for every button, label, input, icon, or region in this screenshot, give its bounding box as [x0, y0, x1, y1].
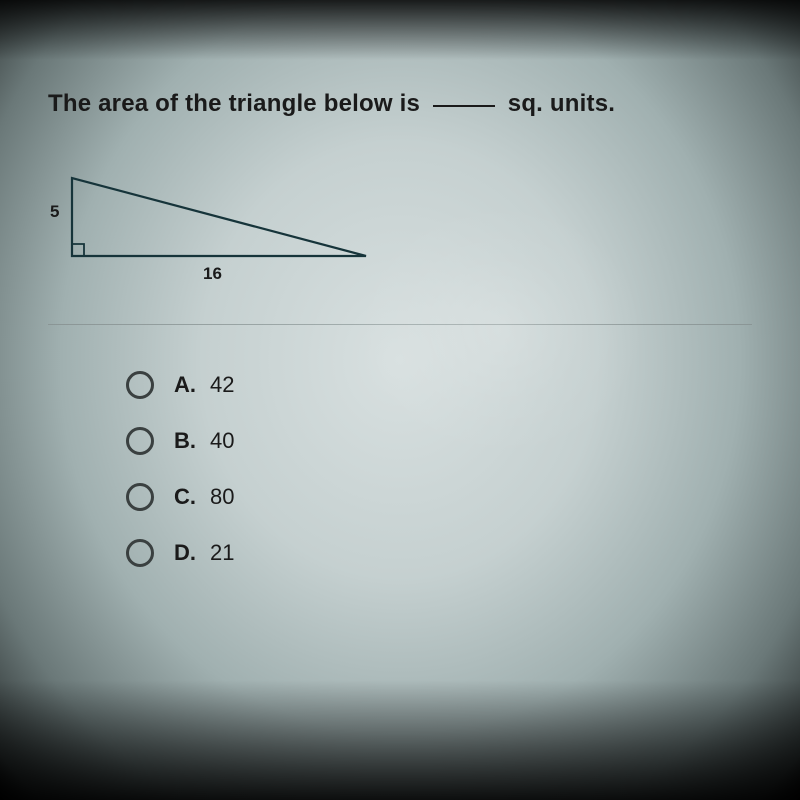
- fill-blank[interactable]: [433, 105, 495, 107]
- radio-icon[interactable]: [126, 427, 154, 455]
- option-letter: B.: [174, 428, 200, 454]
- vignette-bottom: [0, 680, 800, 800]
- right-angle-marker: [72, 244, 84, 256]
- option-value: 42: [210, 372, 234, 398]
- option-letter: C.: [174, 484, 200, 510]
- screen-surface: The area of the triangle below is sq. un…: [0, 0, 800, 800]
- vignette-top: [0, 0, 800, 60]
- option-letter: A.: [174, 372, 200, 398]
- option-value: 21: [210, 540, 234, 566]
- question-suffix: sq. units.: [508, 90, 615, 117]
- option-value: 80: [210, 484, 234, 510]
- option-value: 40: [210, 428, 234, 454]
- triangle-shape: [72, 178, 366, 256]
- radio-icon[interactable]: [126, 483, 154, 511]
- option-d[interactable]: D. 21: [126, 539, 752, 567]
- option-letter: D.: [174, 540, 200, 566]
- option-a[interactable]: A. 42: [126, 371, 752, 399]
- base-label: 16: [203, 264, 222, 284]
- answer-options: A. 42 B. 40 C. 80 D. 21: [48, 371, 752, 567]
- section-divider: [48, 324, 752, 325]
- option-b[interactable]: B. 40: [126, 427, 752, 455]
- content-area: The area of the triangle below is sq. un…: [48, 90, 752, 595]
- radio-icon[interactable]: [126, 371, 154, 399]
- question-prefix: The area of the triangle below is: [48, 90, 420, 117]
- triangle-diagram: 5 16: [48, 166, 388, 286]
- radio-icon[interactable]: [126, 539, 154, 567]
- height-label: 5: [50, 202, 59, 222]
- question-text: The area of the triangle below is sq. un…: [48, 90, 752, 118]
- option-c[interactable]: C. 80: [126, 483, 752, 511]
